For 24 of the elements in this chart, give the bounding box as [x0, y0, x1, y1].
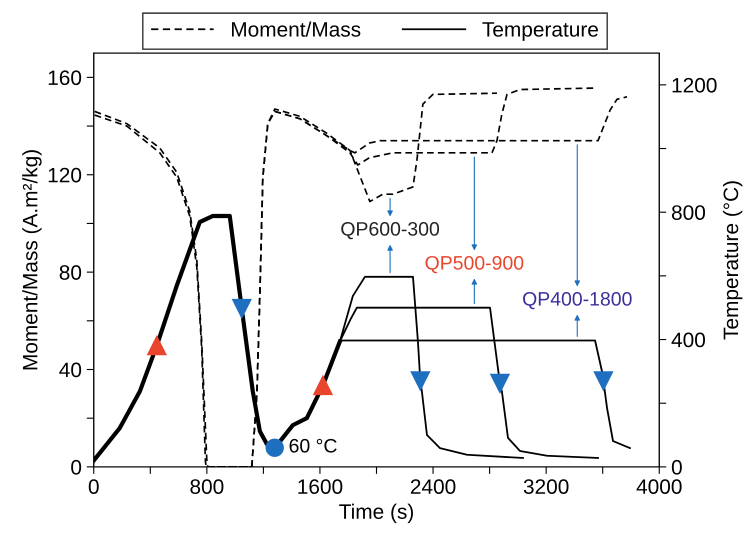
x-tick-label: 0	[88, 479, 99, 494]
y-axis-title: Moment/Mass (A.m²/kg)	[22, 150, 42, 370]
x-tick-label: 3200	[524, 479, 569, 494]
y-tick-label: 0	[71, 460, 82, 475]
legend-label: Temperature	[482, 22, 598, 41]
y-tick-label: 160	[48, 70, 82, 86]
x-tick-label: 4000	[636, 479, 682, 494]
legend-label: Moment/Mass	[232, 21, 360, 37]
x-tick-label: 2400	[410, 479, 456, 494]
y2-tick-label: 1200	[672, 78, 717, 93]
annotation: 60 °C	[290, 438, 337, 453]
y2-tick-label: 400	[672, 332, 705, 348]
annotation: QP400-1800	[523, 292, 632, 310]
annotation: QP500-900	[426, 256, 524, 274]
y2-tick-label: 800	[672, 205, 705, 220]
y2-axis-title: Temperature (°C)	[722, 181, 742, 340]
x-tick-label: 1600	[298, 479, 342, 494]
x-tick-label: 800	[190, 479, 224, 494]
y-tick-label: 40	[59, 362, 82, 378]
x-axis-title: Time (s)	[339, 504, 414, 524]
y-tick-label: 80	[60, 265, 82, 280]
y-tick-label: 120	[48, 168, 82, 182]
annotation: QP600-300	[341, 222, 440, 240]
y2-tick-label: 0	[672, 460, 682, 475]
